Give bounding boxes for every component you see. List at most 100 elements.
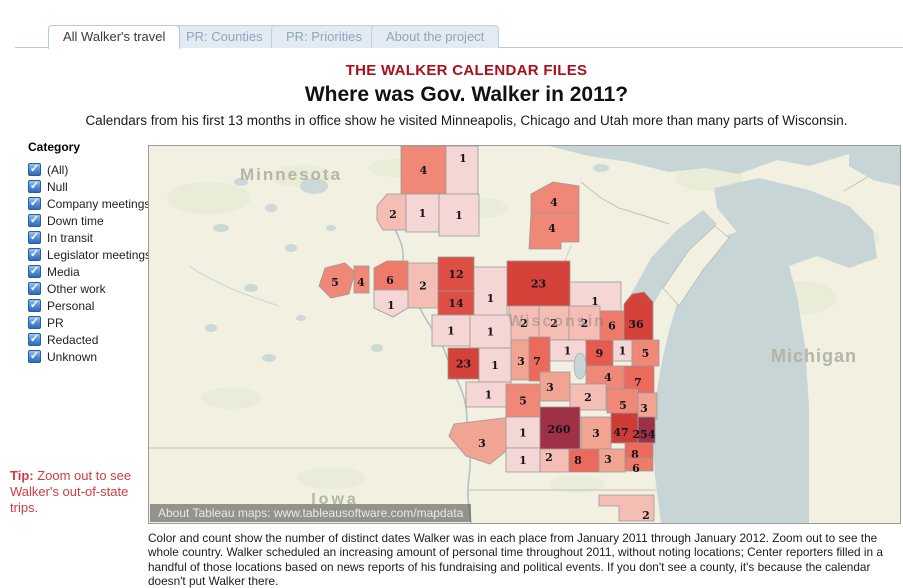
county-count-label: 4 — [550, 196, 558, 209]
filter-item-personal[interactable]: ✓ Personal — [28, 297, 146, 314]
filter-item-label: Company meetings — [47, 196, 151, 211]
county-region[interactable] — [598, 448, 626, 473]
state-borders — [149, 163, 900, 491]
checkbox-checked-icon[interactable]: ✓ — [28, 282, 41, 295]
county-count-label: 23 — [531, 278, 546, 291]
map-attribution-link[interactable]: About Tableau maps: www.tableausoftware.… — [150, 504, 472, 522]
county-region[interactable] — [447, 347, 480, 380]
county-count-label: 1 — [387, 299, 395, 312]
tab-pr-priorities[interactable]: PR: Priorities — [271, 25, 377, 48]
county-region[interactable] — [431, 314, 471, 347]
filter-item-null[interactable]: ✓ Null — [28, 178, 146, 195]
county-count-label: 1 — [487, 292, 495, 305]
county-region[interactable] — [469, 314, 512, 349]
state-label-wisconsin: Wisconsin — [508, 313, 606, 330]
county-region[interactable] — [539, 406, 581, 450]
county-region[interactable] — [508, 305, 540, 341]
county-region[interactable] — [505, 447, 541, 473]
checkbox-checked-icon[interactable]: ✓ — [28, 333, 41, 346]
county-region[interactable] — [438, 193, 480, 237]
county-region[interactable] — [598, 494, 655, 522]
filter-item-all[interactable]: ✓ (All) — [28, 161, 146, 178]
filter-item-down-time[interactable]: ✓ Down time — [28, 212, 146, 229]
filter-item-label: Redacted — [47, 332, 99, 347]
county-count-label: 1 — [519, 427, 527, 440]
map-panel[interactable]: 4 1 2 1 1 4 4 5 4 6 1 2 12 14 1 23 1 2 2 2 6 36 1 9 1 5 4 7 1 1 23 1 3 7 1… — [148, 145, 901, 524]
county-region[interactable] — [437, 290, 475, 316]
county-count-label: 1 — [485, 389, 493, 402]
checkbox-checked-icon[interactable]: ✓ — [28, 163, 41, 176]
tip-prefix: Tip: — [10, 468, 34, 483]
county-region[interactable] — [445, 146, 479, 195]
filter-item-redacted[interactable]: ✓ Redacted — [28, 331, 146, 348]
county-count-label: 260 — [548, 423, 571, 436]
filter-item-legislator-meetings[interactable]: ✓ Legislator meetings — [28, 246, 151, 263]
filter-item-media[interactable]: ✓ Media — [28, 263, 146, 280]
county-count-label: 2 — [389, 208, 397, 221]
filter-item-label: Down time — [47, 213, 104, 228]
county-count-label: 14 — [448, 297, 464, 310]
county-count-label: 5 — [331, 276, 339, 289]
county-count-label: 2 — [642, 509, 650, 522]
county-count-label: 9 — [596, 347, 604, 360]
tab-all-walkers-travel[interactable]: All Walker's travel — [48, 25, 181, 49]
tip-text: Zoom out to see Walker's out-of-state tr… — [10, 468, 132, 515]
category-filter-list: ✓ (All) ✓ Null ✓ Company meetings ✓ Down time ✓ I… — [28, 161, 151, 365]
county-region[interactable] — [478, 347, 512, 383]
county-region[interactable] — [528, 336, 551, 382]
filter-item-in-transit[interactable]: ✓ In transit — [28, 229, 146, 246]
tip-note: Tip: Zoom out to see Walker's out-of-sta… — [10, 468, 138, 516]
county-region[interactable] — [610, 412, 639, 444]
page-subtitle: Where was Gov. Walker in 2011? — [304, 83, 629, 106]
category-filter-label: Category — [28, 140, 81, 154]
checkbox-checked-icon[interactable]: ✓ — [28, 350, 41, 363]
filter-item-pr[interactable]: ✓ PR — [28, 314, 146, 331]
checkbox-checked-icon[interactable]: ✓ — [28, 316, 41, 329]
filter-item-label: In transit — [47, 230, 94, 245]
county-count-label: 47 — [613, 426, 628, 439]
county-count-label: 1 — [459, 152, 467, 165]
checkbox-checked-icon[interactable]: ✓ — [28, 265, 41, 278]
checkbox-checked-icon[interactable]: ✓ — [28, 299, 41, 312]
map-caption: Color and count show the number of disti… — [148, 531, 883, 588]
county-region[interactable] — [506, 260, 571, 307]
county-region[interactable] — [353, 265, 370, 294]
county-region[interactable] — [530, 181, 580, 214]
county-region[interactable] — [631, 339, 660, 367]
county-region[interactable] — [405, 193, 440, 233]
county-region[interactable] — [623, 365, 655, 394]
checkbox-checked-icon[interactable]: ✓ — [28, 214, 41, 227]
county-count-label: 6 — [608, 320, 616, 333]
county-region[interactable] — [585, 339, 614, 367]
county-region[interactable] — [569, 383, 607, 411]
county-region[interactable] — [624, 457, 654, 472]
checkbox-checked-icon[interactable]: ✓ — [28, 231, 41, 244]
checkbox-checked-icon[interactable]: ✓ — [28, 248, 41, 261]
county-count-label: 7 — [634, 376, 642, 389]
county-count-label: 1 — [591, 295, 599, 308]
tab-pr-counties[interactable]: PR: Counties — [171, 25, 278, 48]
county-region[interactable] — [505, 383, 541, 418]
county-region[interactable] — [539, 371, 571, 402]
county-region[interactable] — [318, 262, 356, 299]
filter-item-other-work[interactable]: ✓ Other work — [28, 280, 146, 297]
county-count-label: 2 — [545, 451, 553, 464]
county-region[interactable] — [400, 146, 447, 195]
county-region[interactable] — [623, 291, 654, 341]
county-count-label: 3 — [478, 437, 486, 450]
county-count-label: 5 — [519, 395, 527, 408]
filter-item-company-meetings[interactable]: ✓ Company meetings — [28, 195, 150, 212]
tab-about-the-project[interactable]: About the project — [371, 25, 500, 48]
county-region[interactable] — [465, 381, 512, 408]
county-region[interactable] — [528, 212, 580, 250]
county-region[interactable] — [373, 289, 412, 318]
filter-item-unknown[interactable]: ✓ Unknown — [28, 348, 146, 365]
checkbox-checked-icon[interactable]: ✓ — [28, 180, 41, 193]
county-count-label: 3 — [592, 427, 600, 440]
county-count-label: 254 — [633, 428, 656, 441]
county-count-label: 23 — [456, 358, 471, 371]
county-region[interactable] — [580, 416, 612, 450]
county-region[interactable] — [624, 442, 654, 459]
checkbox-checked-icon[interactable]: ✓ — [28, 197, 41, 210]
